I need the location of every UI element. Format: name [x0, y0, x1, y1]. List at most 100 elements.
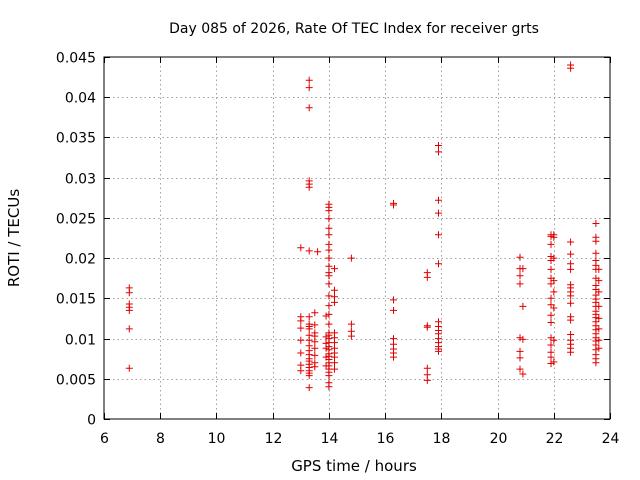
data-point [592, 237, 600, 245]
data-point [423, 323, 431, 331]
data-point [305, 183, 313, 191]
data-point [331, 286, 338, 294]
data-point [435, 347, 442, 355]
data-point [314, 248, 322, 256]
data-point [519, 265, 527, 273]
y-tick-label: 0.03 [65, 172, 96, 188]
data-point [547, 319, 555, 326]
y-axis-label: ROTI / TECUs [5, 189, 23, 287]
data-point [390, 296, 397, 304]
chart-title: Day 085 of 2026, Rate Of TEC Index for r… [169, 21, 539, 37]
data-point [435, 260, 442, 268]
x-axis: 6 8 10 12 14 16 18 20 22 24 [100, 57, 619, 447]
data-point [547, 265, 555, 273]
data-point [325, 224, 333, 232]
data-point [305, 384, 313, 392]
data-point [325, 310, 333, 318]
data-point [550, 277, 558, 285]
data-point [519, 370, 527, 378]
data-point [325, 302, 333, 310]
data-point [547, 311, 555, 319]
data-point [325, 292, 333, 300]
data-point [592, 359, 600, 367]
data-point [547, 353, 555, 361]
data-point [325, 231, 333, 239]
y-tick-label: 0.015 [56, 292, 96, 308]
data-point [550, 336, 558, 344]
data-point [595, 277, 603, 285]
x-tick-label: 12 [265, 431, 283, 447]
data-point [567, 64, 575, 72]
data-point [516, 280, 524, 288]
y-tick-label: 0.02 [65, 252, 96, 268]
x-tick-label: 20 [490, 431, 508, 447]
y-tick-label: 0.01 [65, 333, 96, 349]
data-point [595, 344, 603, 352]
data-point [595, 325, 603, 333]
data-point [311, 309, 319, 317]
x-tick-label: 6 [100, 431, 109, 447]
y-tick-label: 0.035 [56, 131, 96, 147]
data-point [519, 302, 527, 310]
data-point [567, 299, 575, 307]
data-point [325, 262, 333, 270]
data-point [547, 294, 555, 302]
data-point [325, 207, 333, 215]
data-point [567, 265, 575, 273]
data-point [550, 304, 558, 312]
data-point [347, 254, 355, 262]
data-point [305, 104, 313, 112]
data-point [325, 246, 333, 254]
x-tick-label: 18 [433, 431, 451, 447]
data-point [311, 321, 319, 329]
data-point [567, 348, 575, 356]
data-point [595, 336, 603, 344]
data-point [331, 298, 338, 306]
data-point [595, 302, 603, 310]
data-point [390, 306, 397, 314]
data-point [423, 376, 431, 384]
data-point [423, 364, 431, 372]
data-point [297, 324, 305, 332]
data-point [325, 215, 333, 223]
data-point [390, 201, 397, 209]
data-point [305, 76, 313, 84]
data-point [331, 359, 338, 367]
data-point [325, 280, 333, 288]
y-tick-label: 0.045 [56, 51, 96, 67]
x-axis-label: GPS time / hours [291, 457, 417, 475]
data-point [311, 351, 319, 359]
data-point [305, 313, 313, 321]
data-point [390, 353, 397, 361]
data-point [595, 288, 603, 296]
data-point [516, 347, 524, 355]
data-point [435, 148, 442, 156]
data-point [347, 332, 355, 340]
data-point [311, 344, 319, 352]
data-point [331, 265, 338, 273]
data-point [423, 273, 431, 281]
data-point [550, 233, 558, 241]
data-point [516, 272, 524, 280]
data-point [550, 254, 558, 262]
data-point [311, 363, 319, 371]
data-point [325, 272, 333, 280]
y-tick-label: 0.04 [65, 91, 96, 107]
data-point [567, 238, 575, 246]
data-point [516, 253, 524, 261]
x-tick-label: 24 [602, 431, 620, 447]
y-tick-label: 0.025 [56, 212, 96, 228]
data-point [567, 316, 575, 324]
data-point [592, 249, 600, 257]
data-point [125, 289, 133, 297]
data-point [435, 209, 442, 217]
x-tick-label: 14 [321, 431, 339, 447]
data-point [125, 325, 133, 333]
x-tick-label: 8 [156, 431, 165, 447]
data-point [519, 335, 527, 343]
x-tick-label: 22 [546, 431, 564, 447]
data-point [550, 288, 558, 296]
data-point [305, 84, 313, 92]
